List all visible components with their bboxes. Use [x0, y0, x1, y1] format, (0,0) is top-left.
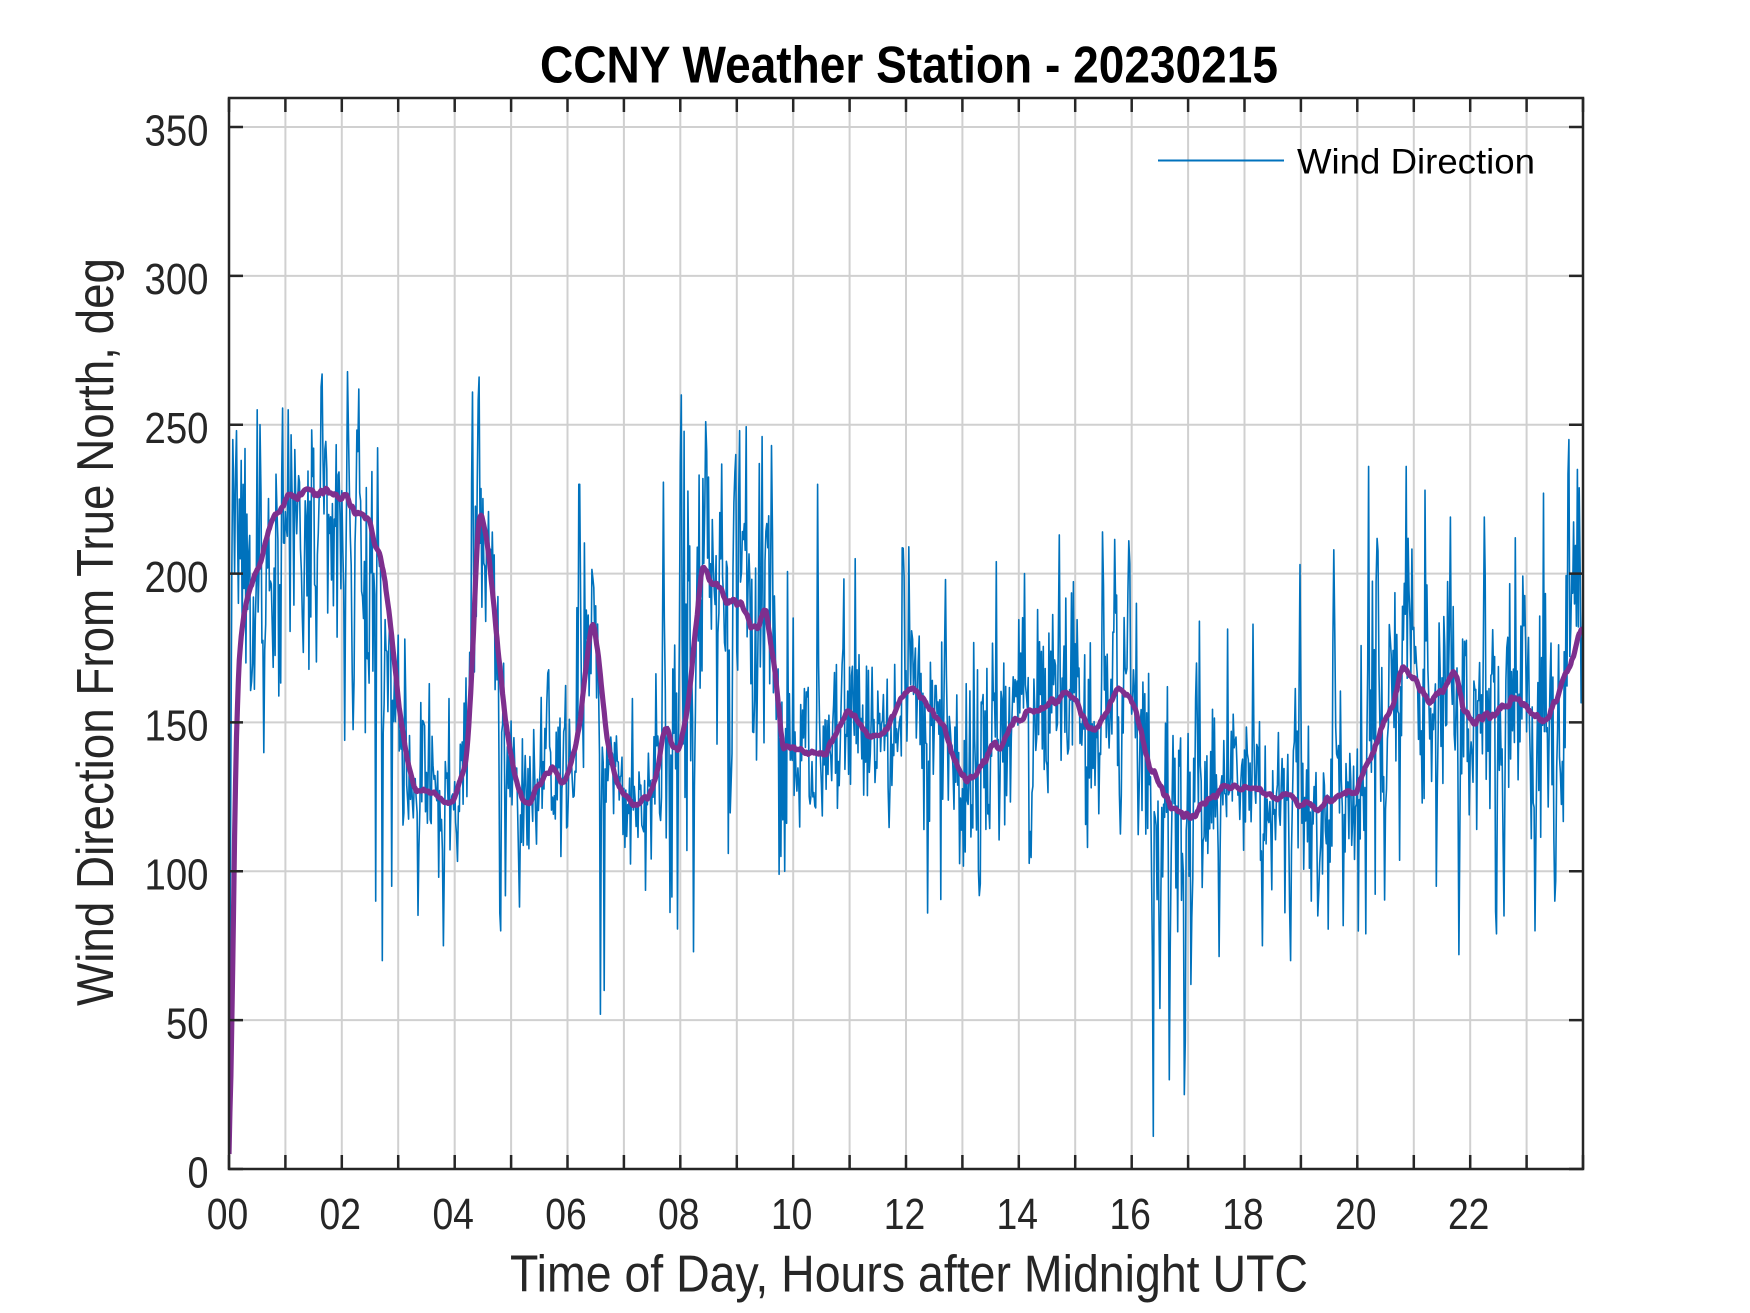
- svg-text:Wind Direction From True North: Wind Direction From True North, deg: [67, 258, 125, 1006]
- svg-text:20: 20: [1335, 1190, 1377, 1239]
- svg-text:18: 18: [1222, 1190, 1264, 1239]
- svg-text:02: 02: [320, 1190, 362, 1239]
- svg-text:Wind Direction: Wind Direction: [1297, 141, 1535, 181]
- svg-text:100: 100: [145, 851, 209, 900]
- svg-text:CCNY Weather Station - 2023021: CCNY Weather Station - 20230215: [540, 36, 1278, 94]
- svg-text:12: 12: [884, 1190, 926, 1239]
- svg-text:200: 200: [145, 553, 209, 602]
- svg-text:16: 16: [1109, 1190, 1151, 1239]
- svg-text:14: 14: [997, 1190, 1039, 1239]
- svg-text:06: 06: [545, 1190, 587, 1239]
- svg-text:Time of Day, Hours after Midni: Time of Day, Hours after Midnight UTC: [510, 1246, 1308, 1304]
- svg-text:300: 300: [145, 255, 209, 304]
- svg-text:22: 22: [1448, 1190, 1490, 1239]
- svg-text:00: 00: [207, 1190, 249, 1239]
- svg-text:0: 0: [188, 1148, 209, 1197]
- svg-text:50: 50: [166, 999, 209, 1048]
- svg-text:350: 350: [145, 106, 209, 155]
- svg-text:08: 08: [658, 1190, 700, 1239]
- svg-text:04: 04: [432, 1190, 474, 1239]
- svg-text:10: 10: [771, 1190, 813, 1239]
- svg-text:250: 250: [145, 404, 209, 453]
- svg-text:150: 150: [145, 702, 209, 751]
